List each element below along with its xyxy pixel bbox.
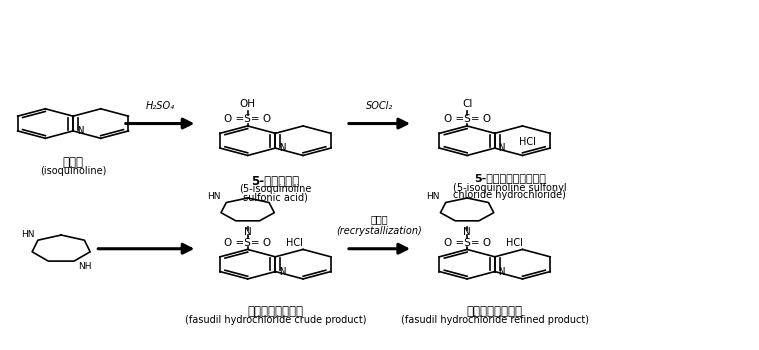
Text: HCl: HCl [286, 238, 303, 247]
Text: NH: NH [77, 262, 91, 272]
Text: O =S= O: O =S= O [443, 114, 490, 124]
Text: 异喹嘎: 异喹嘎 [62, 156, 83, 169]
Text: N: N [244, 227, 251, 237]
Text: HN: HN [207, 192, 220, 201]
Text: HCl: HCl [505, 238, 523, 247]
Text: N: N [463, 227, 471, 237]
Text: 5-异喹嘎碗酸: 5-异喹嘎碗酸 [251, 175, 300, 188]
Text: (fasudil hydrochloride refined product): (fasudil hydrochloride refined product) [401, 315, 589, 325]
Text: O =S= O: O =S= O [443, 238, 490, 247]
Text: 盐酸法舒地尔纯品: 盐酸法舒地尔纯品 [467, 305, 523, 318]
Text: O =S= O: O =S= O [224, 114, 271, 124]
Text: HN: HN [427, 192, 439, 201]
Text: N: N [77, 126, 83, 136]
Text: 重结晶
(recrystallization): 重结晶 (recrystallization) [337, 214, 422, 236]
Text: HCl: HCl [518, 137, 535, 147]
Text: N: N [499, 267, 505, 276]
Text: OH: OH [240, 99, 256, 110]
Text: sulfonic acid): sulfonic acid) [243, 192, 308, 202]
Text: (5-isoquinoline sulfonyl: (5-isoquinoline sulfonyl [453, 183, 566, 193]
Text: (5-isoquinoline: (5-isoquinoline [239, 184, 311, 194]
Text: O =S= O: O =S= O [224, 238, 271, 247]
Text: N: N [279, 267, 285, 276]
Text: N: N [279, 143, 285, 153]
Text: N: N [499, 143, 505, 153]
Text: (fasudil hydrochloride crude product): (fasudil hydrochloride crude product) [184, 315, 366, 325]
Text: Cl: Cl [462, 99, 472, 110]
Text: 5-异喹嘎碗酸氯盐酸盐: 5-异喹嘎碗酸氯盐酸盐 [474, 173, 546, 183]
Text: HN: HN [20, 230, 34, 239]
Text: chloride hydrochloride): chloride hydrochloride) [453, 190, 566, 201]
Text: SOCl₂: SOCl₂ [366, 100, 393, 111]
Text: H₂SO₄: H₂SO₄ [146, 100, 175, 111]
Text: 盐酸法舒地尔粗品: 盐酸法舒地尔粗品 [247, 305, 304, 318]
Text: (isoquinoline): (isoquinoline) [40, 166, 106, 176]
